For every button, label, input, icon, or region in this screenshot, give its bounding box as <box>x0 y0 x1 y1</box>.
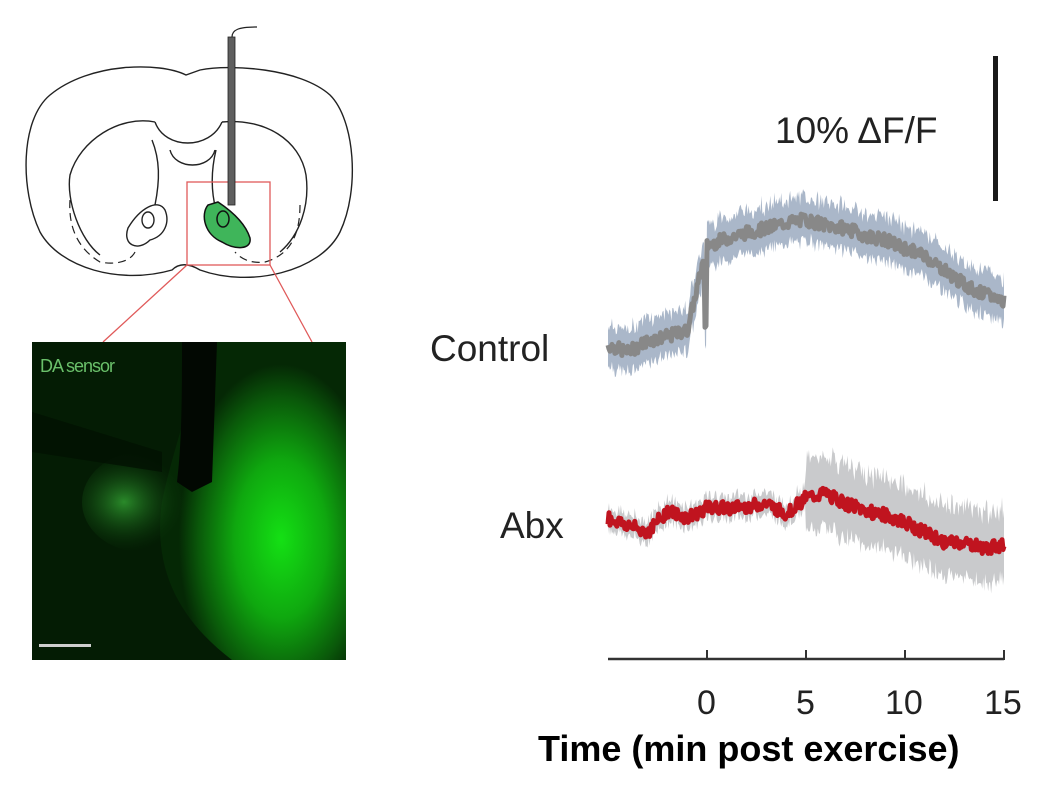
ac-right <box>216 210 230 228</box>
series-abx <box>605 447 1007 594</box>
x-tick-label: 10 <box>885 684 923 722</box>
brain-schematic <box>25 26 353 343</box>
x-axis-title: Time (min post exercise) <box>538 728 960 769</box>
ventricle-left <box>68 120 156 256</box>
row-label-control: Control <box>430 328 550 369</box>
control-mean-trace <box>605 211 1007 358</box>
micrograph-scale-bar <box>39 644 91 647</box>
fluorescence-micrograph: DA sensor <box>32 342 346 660</box>
probe-shadow <box>177 342 217 492</box>
scale-bar-label: 10% ΔF/F <box>775 110 938 151</box>
ac-left <box>126 204 168 247</box>
fiber-cable <box>231 26 258 38</box>
row-label-abx: Abx <box>500 505 564 546</box>
x-tick-label: 0 <box>697 684 716 722</box>
x-tick-label: 5 <box>796 684 815 722</box>
dashed-right <box>234 204 301 263</box>
control-sem-band <box>608 189 1004 378</box>
series-control <box>605 189 1007 378</box>
corpus-callosum <box>154 121 223 166</box>
x-tick-label: 15 <box>984 684 1022 722</box>
scale-bar <box>993 56 998 201</box>
micrograph-label: DA sensor <box>40 356 115 376</box>
x-axis <box>608 650 1005 661</box>
abx-mean-trace <box>605 485 1007 556</box>
micrograph-image <box>32 342 346 660</box>
dashed-left <box>69 199 136 264</box>
abx-sem-band <box>608 447 1004 594</box>
